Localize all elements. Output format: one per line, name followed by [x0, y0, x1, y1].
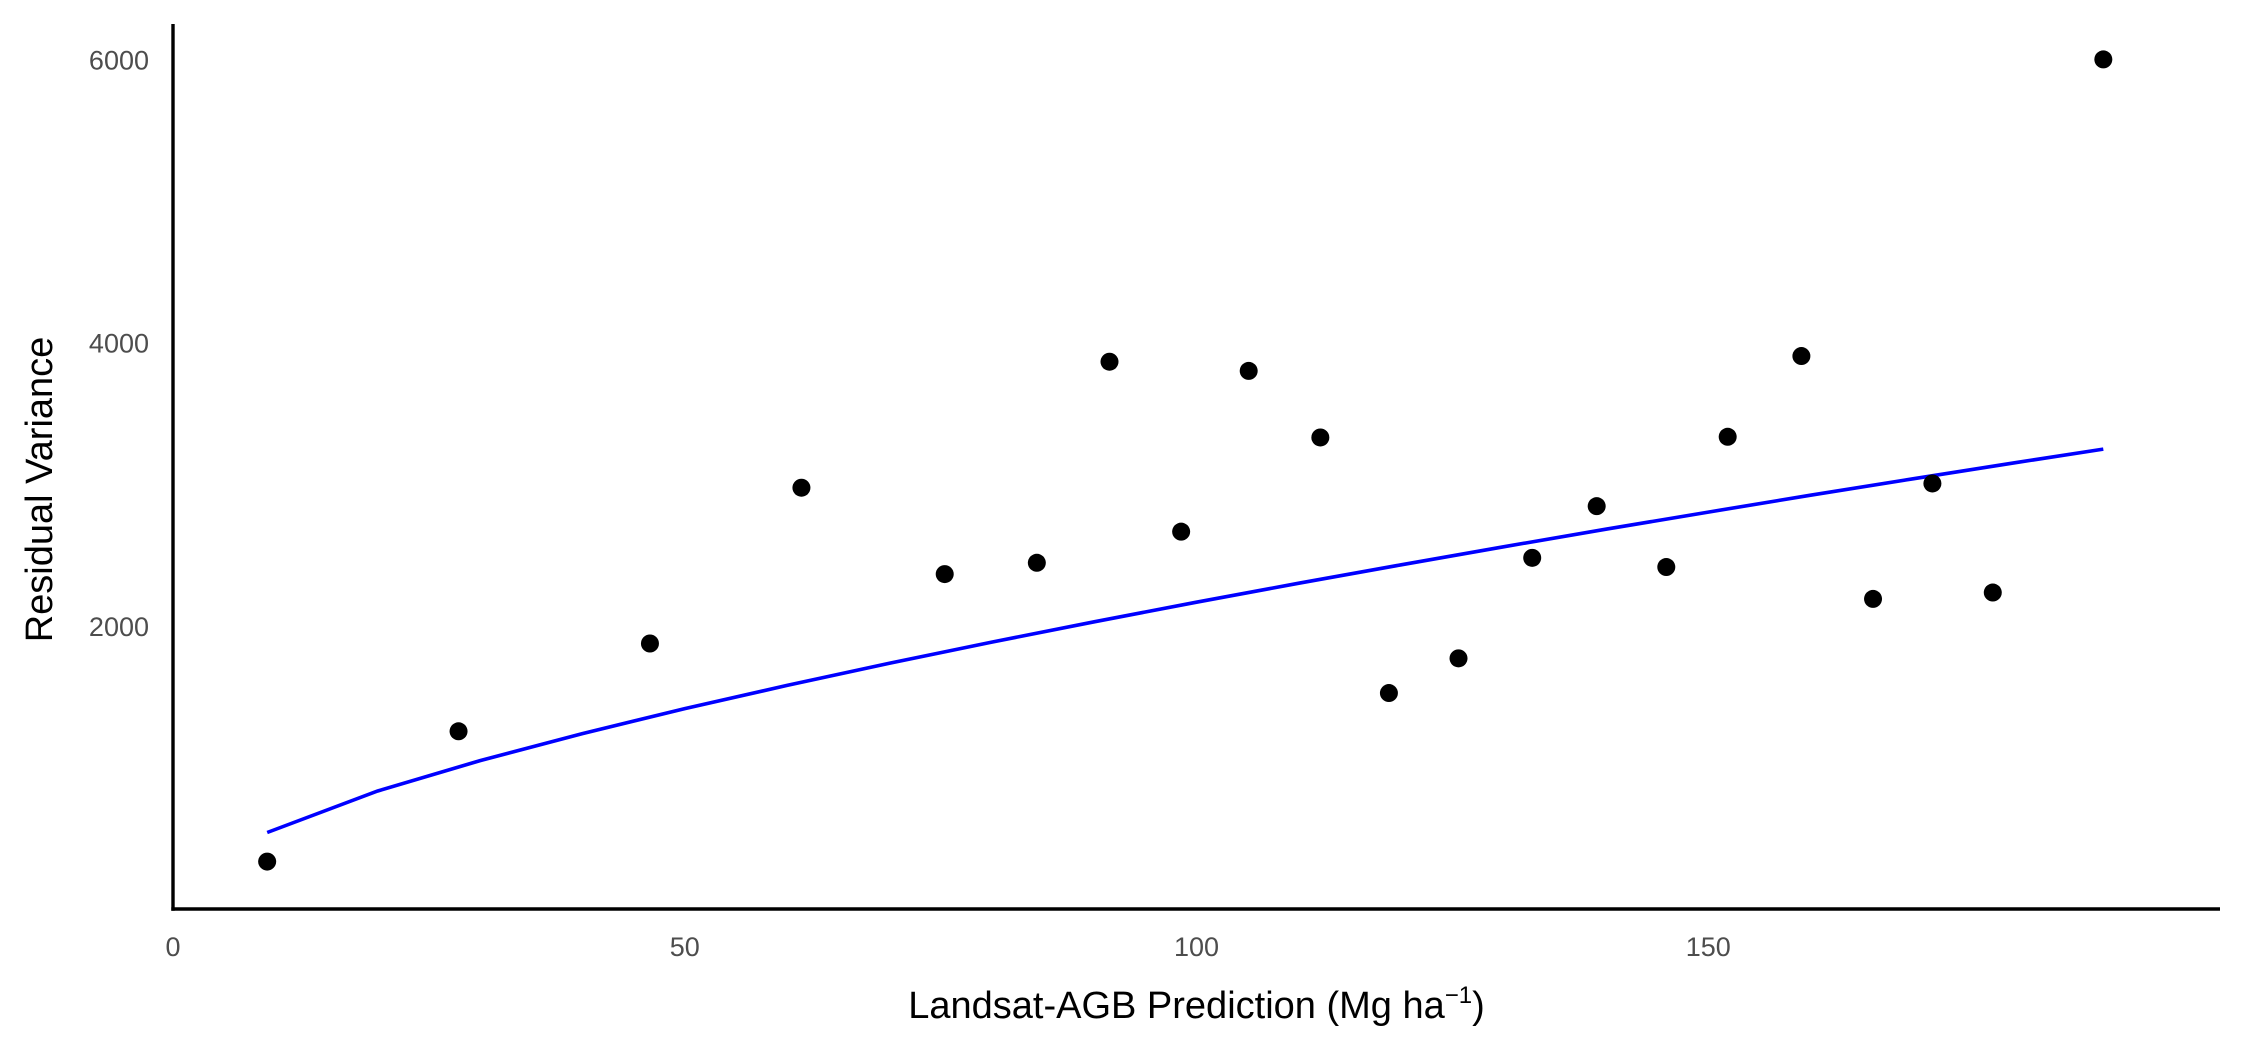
y-tick-label: 6000	[89, 45, 149, 75]
x-axis-title-close: )	[1472, 985, 1485, 1027]
data-point	[1449, 649, 1468, 668]
x-axis-title-main: Landsat-AGB Prediction (Mg ha	[908, 985, 1445, 1027]
data-point	[258, 852, 277, 871]
data-point	[1983, 583, 2002, 602]
data-point	[1587, 497, 1606, 516]
y-axis-title: Residual Variance	[19, 337, 61, 643]
y-tick-label: 4000	[89, 329, 149, 359]
data-point	[449, 722, 468, 741]
data-point	[1657, 558, 1676, 577]
data-point	[1718, 427, 1737, 446]
data-point	[1027, 553, 1046, 572]
data-point	[1523, 548, 1542, 567]
x-tick-label: 0	[165, 932, 180, 962]
data-point	[1923, 474, 1942, 493]
x-axis-title-superscript: −1	[1445, 982, 1472, 1009]
data-point	[1379, 684, 1398, 703]
data-point	[1864, 589, 1883, 608]
data-point	[1172, 522, 1191, 541]
data-point	[1239, 361, 1258, 380]
axes	[171, 24, 2220, 911]
y-tick-label: 2000	[89, 612, 149, 642]
data-point	[640, 634, 659, 653]
fitted-trend-line	[266, 447, 2104, 835]
x-tick-labels: 0 50 100 150	[165, 932, 1730, 962]
data-point	[792, 478, 811, 497]
x-axis-title: Landsat-AGB Prediction (Mg ha−1)	[908, 982, 1485, 1027]
data-point	[2094, 50, 2113, 69]
y-tick-labels: 2000 4000 6000	[89, 45, 149, 641]
data-point	[935, 565, 954, 584]
data-points	[258, 50, 2113, 871]
x-tick-label: 150	[1686, 932, 1731, 962]
data-point	[1311, 428, 1330, 447]
x-tick-label: 50	[670, 932, 700, 962]
data-point	[1792, 347, 1811, 366]
data-point	[1100, 352, 1119, 371]
x-tick-label: 100	[1174, 932, 1219, 962]
